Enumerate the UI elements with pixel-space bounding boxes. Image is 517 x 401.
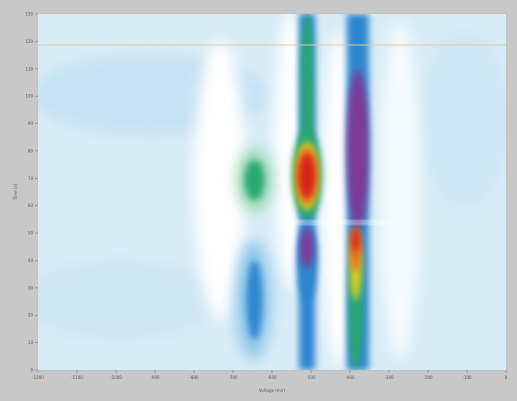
y-tick-label: 130 — [25, 12, 33, 17]
x-tick-label: -700 — [228, 375, 238, 380]
y-axis-label: Time (s) — [13, 183, 18, 201]
column-380-lower-red-peak — [351, 228, 360, 252]
x-tick-label: -100 — [462, 375, 472, 380]
x-tick-label: -600 — [267, 375, 277, 380]
axes-layer: 0 10 20 30 40 50 60 70 80 90 100 110 120 130 -1200 -110… — [13, 12, 508, 394]
y-tick-label: 50 — [28, 231, 34, 236]
y-tick-label: 90 — [28, 121, 34, 126]
y-tick-label: 80 — [28, 148, 34, 153]
feature-green-core — [244, 160, 265, 200]
y-tick-label: 30 — [28, 285, 34, 290]
x-tick-label: -300 — [384, 375, 394, 380]
y-tick-label: 120 — [25, 39, 33, 44]
column-510-red-peak — [299, 154, 316, 198]
heatmap-layer — [38, 14, 506, 370]
y-tick-label: 100 — [25, 94, 33, 99]
x-tick-label: -1100 — [71, 375, 83, 380]
column-380-purple-peak — [346, 70, 369, 230]
y-tick-label: 60 — [28, 203, 34, 208]
y-tick-label: 0 — [30, 368, 33, 373]
x-axis-label: Voltage (mV) — [259, 388, 285, 393]
y-tick-label: 70 — [28, 176, 34, 181]
x-tick-label: -900 — [150, 375, 160, 380]
x-tick-label: -800 — [189, 375, 199, 380]
x-tick-label: -1200 — [32, 375, 44, 380]
y-tick-label: 40 — [28, 258, 34, 263]
x-tick-label: -400 — [345, 375, 355, 380]
x-tick-label: -200 — [423, 375, 433, 380]
x-tick-label: -500 — [306, 375, 316, 380]
white-band — [380, 20, 420, 360]
y-tick-label: 20 — [28, 313, 34, 318]
x-tick-label: -1000 — [110, 375, 122, 380]
x-tick-label: 0 — [505, 375, 508, 380]
background-patch — [420, 30, 506, 210]
column-510-lower-purple — [300, 228, 315, 268]
mid-gap — [280, 221, 390, 224]
y-tick-label: 110 — [25, 66, 33, 71]
feature-blue-core — [246, 260, 263, 340]
white-band — [194, 40, 246, 320]
background-patch — [38, 260, 220, 340]
y-tick-label: 10 — [28, 340, 34, 345]
